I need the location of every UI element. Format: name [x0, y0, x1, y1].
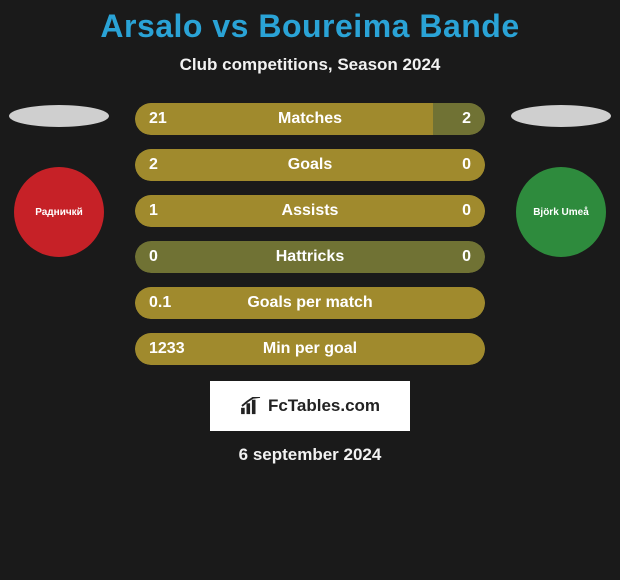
left-club-label: Радничкй — [35, 207, 83, 218]
player-shadow-right — [511, 105, 611, 127]
right-player-column: Björk Umeå — [506, 105, 616, 257]
stat-row: 10Assists — [135, 195, 485, 227]
stat-label: Assists — [135, 202, 485, 220]
chart-icon — [240, 397, 262, 415]
stat-row: 20Goals — [135, 149, 485, 181]
subtitle: Club competitions, Season 2024 — [0, 55, 620, 75]
stat-row: 1233Min per goal — [135, 333, 485, 365]
right-club-label: Björk Umeå — [533, 207, 589, 218]
stat-label: Goals per match — [135, 294, 485, 312]
branding-label: FcTables.com — [268, 396, 380, 416]
stat-row: 00Hattricks — [135, 241, 485, 273]
stat-label: Goals — [135, 156, 485, 174]
stat-row: 0.1Goals per match — [135, 287, 485, 319]
left-player-column: Радничкй — [4, 105, 114, 257]
stat-label: Hattricks — [135, 248, 485, 266]
player-shadow-left — [9, 105, 109, 127]
page-title: Arsalo vs Boureima Bande — [0, 8, 620, 45]
date-label: 6 september 2024 — [0, 445, 620, 465]
stat-rows: 212Matches 20Goals 10Assists 00Hattricks 0.1… — [135, 103, 485, 365]
branding-card[interactable]: FcTables.com — [210, 381, 410, 431]
left-club-logo: Радничкй — [14, 167, 104, 257]
stats-section: Радничкй Björk Umeå 212Matches 20Goals 10A… — [0, 103, 620, 365]
stat-row: 212Matches — [135, 103, 485, 135]
stat-label: Min per goal — [135, 340, 485, 358]
comparison-card: Arsalo vs Boureima Bande Club competitio… — [0, 0, 620, 580]
right-club-logo: Björk Umeå — [516, 167, 606, 257]
stat-label: Matches — [135, 110, 485, 128]
